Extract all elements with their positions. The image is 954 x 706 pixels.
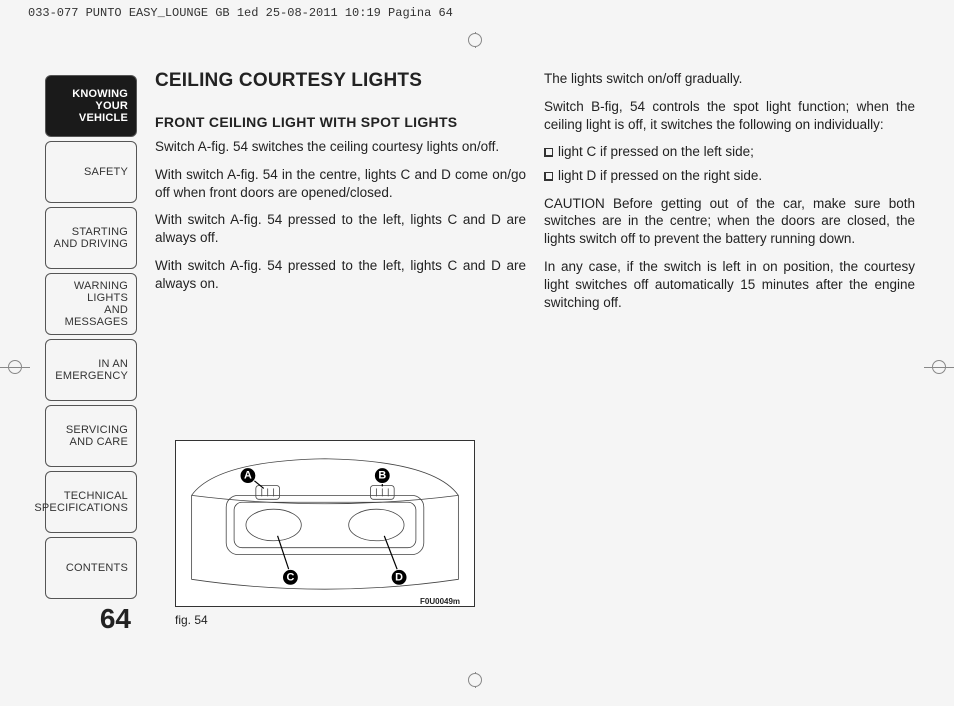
- figure-code: F0U0049m: [420, 597, 460, 606]
- rpara-2: Switch B-fig, 54 controls the spot light…: [544, 98, 915, 134]
- para-4: With switch A-fig. 54 pressed to the lef…: [155, 257, 526, 293]
- checkbox-icon: [544, 148, 553, 157]
- nav-safety[interactable]: SAFETY: [45, 141, 137, 203]
- checkbox-icon: [544, 172, 553, 181]
- para-1: Switch A-fig. 54 switches the ceiling co…: [155, 138, 526, 156]
- svg-text:B: B: [378, 470, 386, 482]
- svg-text:A: A: [244, 470, 252, 482]
- nav-servicing[interactable]: SERVICING AND CARE: [45, 405, 137, 467]
- nav-starting-driving[interactable]: STARTING AND DRIVING: [45, 207, 137, 269]
- heading: CEILING COURTESY LIGHTS: [155, 70, 526, 92]
- bullet-c: light C if pressed on the left side;: [544, 143, 915, 161]
- nav-contents[interactable]: CONTENTS: [45, 537, 137, 599]
- figure-54: A B C D: [175, 440, 475, 607]
- svg-text:D: D: [395, 571, 403, 583]
- right-column: The lights switch on/off gradually. Swit…: [544, 70, 915, 321]
- nav-emergency[interactable]: IN AN EMERGENCY: [45, 339, 137, 401]
- rpara-timeout: In any case, if the switch is left in on…: [544, 258, 915, 311]
- rpara-1: The lights switch on/off gradually.: [544, 70, 915, 88]
- figure-caption: fig. 54: [175, 613, 208, 627]
- para-2: With switch A-fig. 54 in the centre, lig…: [155, 166, 526, 202]
- para-3: With switch A-fig. 54 pressed to the lef…: [155, 211, 526, 247]
- rpara-caution: CAUTION Before getting out of the car, m…: [544, 195, 915, 248]
- nav-technical[interactable]: TECHNICAL SPECIFICATIONS: [45, 471, 137, 533]
- subheading: FRONT CEILING LIGHT WITH SPOT LIGHTS: [155, 114, 526, 130]
- nav-knowing-vehicle[interactable]: KNOWING YOUR VEHICLE: [45, 75, 137, 137]
- left-column: CEILING COURTESY LIGHTS FRONT CEILING LI…: [155, 70, 526, 321]
- page-number: 64: [45, 603, 137, 635]
- content-area: CEILING COURTESY LIGHTS FRONT CEILING LI…: [155, 70, 915, 321]
- sidebar-nav: KNOWING YOUR VEHICLE SAFETY STARTING AND…: [45, 75, 137, 635]
- nav-warning-lights[interactable]: WARNING LIGHTS AND MESSAGES: [45, 273, 137, 335]
- svg-text:C: C: [286, 571, 294, 583]
- bullet-d: light D if pressed on the right side.: [544, 167, 915, 185]
